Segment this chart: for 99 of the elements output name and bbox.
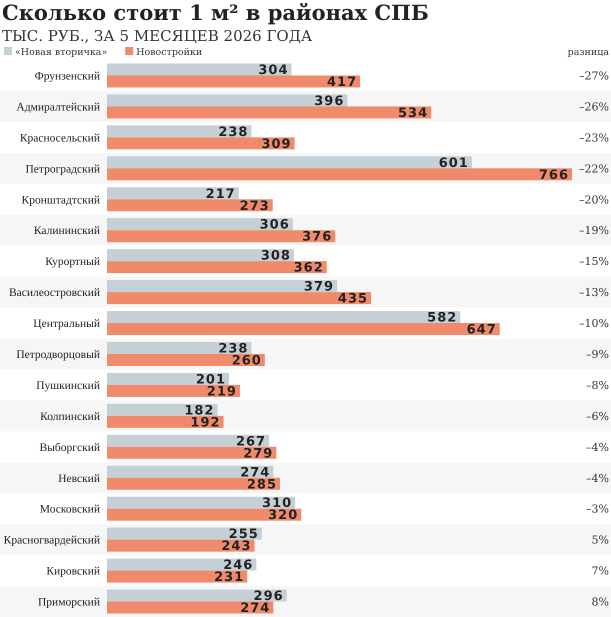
text: –8% [586, 378, 609, 392]
data-label: 243 [221, 539, 252, 554]
chart-subtitle: ТЫС. РУБ., ЗА 5 МЕСЯЦЕВ 2026 ГОДА [2, 27, 313, 45]
text: –22% [579, 162, 609, 176]
data-label: 362 [294, 260, 324, 276]
text: –19% [579, 224, 609, 238]
data-label: 238 [218, 124, 248, 140]
bar [107, 508, 302, 521]
text: –3% [586, 502, 609, 516]
data-label: 304 [258, 62, 289, 78]
data-label: 309 [261, 136, 292, 152]
bar [107, 218, 293, 230]
y-tick-label: Фрунзенский [34, 70, 100, 82]
bar [107, 466, 274, 478]
data-label: 766 [538, 168, 569, 183]
bar [107, 292, 372, 304]
bar [107, 137, 295, 150]
legend-label: Новостройки [136, 47, 202, 58]
data-label: 217 [206, 186, 236, 202]
data-label: 274 [240, 601, 270, 616]
bar [107, 323, 500, 336]
bar [107, 602, 274, 614]
text: 7% [592, 564, 609, 578]
text: –20% [579, 193, 609, 206]
bar [107, 125, 252, 138]
bar [107, 478, 280, 490]
y-tick-label: Калининский [34, 225, 100, 238]
bar [107, 590, 287, 602]
bar [107, 434, 270, 447]
bar [107, 249, 294, 262]
y-tick-label: Адмиралтейский [16, 101, 100, 114]
text: –13% [579, 286, 609, 300]
y-tick-label: Василеостровский [8, 287, 100, 300]
data-label: 273 [240, 198, 270, 214]
bar [107, 354, 265, 366]
text: –23% [579, 131, 609, 144]
data-label: 231 [214, 570, 244, 586]
bar [107, 187, 239, 200]
data-label: 308 [260, 248, 291, 264]
data-label: 306 [260, 218, 290, 233]
y-tick-label: Кировский [46, 566, 100, 578]
bar [107, 558, 256, 571]
data-label: 582 [427, 310, 458, 326]
bar [107, 156, 472, 168]
chart-title: Сколько стоит 1 м² в районах СПБ [2, 0, 429, 25]
bar [107, 168, 572, 180]
data-label: 320 [268, 508, 298, 524]
y-tick-label: Пушкинский [36, 380, 100, 392]
bar [107, 570, 248, 583]
bar [107, 261, 327, 274]
data-label: 379 [304, 280, 334, 295]
bar [107, 63, 292, 76]
bar [107, 342, 252, 354]
bar [107, 94, 348, 106]
text: –6% [586, 410, 609, 423]
text: –27% [579, 69, 609, 82]
text: –10% [579, 317, 609, 330]
bar [107, 384, 240, 397]
text: –26% [579, 100, 609, 114]
bar [107, 280, 338, 292]
text: –15% [579, 255, 609, 268]
y-tick-label: Московский [40, 504, 100, 516]
text: разница [568, 47, 610, 58]
data-label: 376 [302, 230, 332, 245]
legend-label: «Новая вторичка» [15, 47, 108, 58]
data-label: 396 [314, 94, 344, 109]
bar [107, 199, 273, 212]
text: 5% [592, 534, 609, 547]
y-tick-label: Петроградский [26, 163, 100, 176]
bar [107, 496, 296, 509]
y-tick-label: Петродворцовый [16, 348, 100, 361]
y-tick-label: Центральный [33, 318, 100, 330]
y-tick-label: Выборгский [40, 442, 100, 454]
bar [107, 106, 432, 118]
data-label: 534 [398, 106, 428, 121]
bar [107, 311, 460, 324]
y-tick-label: Красносельский [20, 132, 100, 144]
data-label: 601 [438, 156, 469, 171]
bar [107, 416, 224, 428]
bar [107, 540, 255, 552]
bar [107, 528, 262, 540]
bar [107, 75, 360, 88]
data-label: 417 [327, 74, 358, 90]
bar [107, 446, 276, 459]
text: –4% [586, 472, 609, 485]
text: 8% [592, 596, 609, 609]
bar [107, 230, 336, 242]
y-tick-label: Кронштадтский [22, 194, 100, 206]
y-tick-label: Невский [58, 472, 100, 485]
y-tick-label: Курортный [45, 256, 100, 268]
y-tick-label: Колпинский [40, 410, 100, 423]
y-tick-label: Красногвардейский [4, 534, 100, 547]
data-label: 647 [466, 322, 497, 338]
text: –4% [586, 440, 609, 454]
bar [107, 372, 230, 385]
text: –9% [586, 348, 609, 361]
data-label: 435 [338, 292, 368, 307]
data-label: 285 [246, 477, 278, 492]
y-tick-label: Приморский [38, 596, 100, 609]
